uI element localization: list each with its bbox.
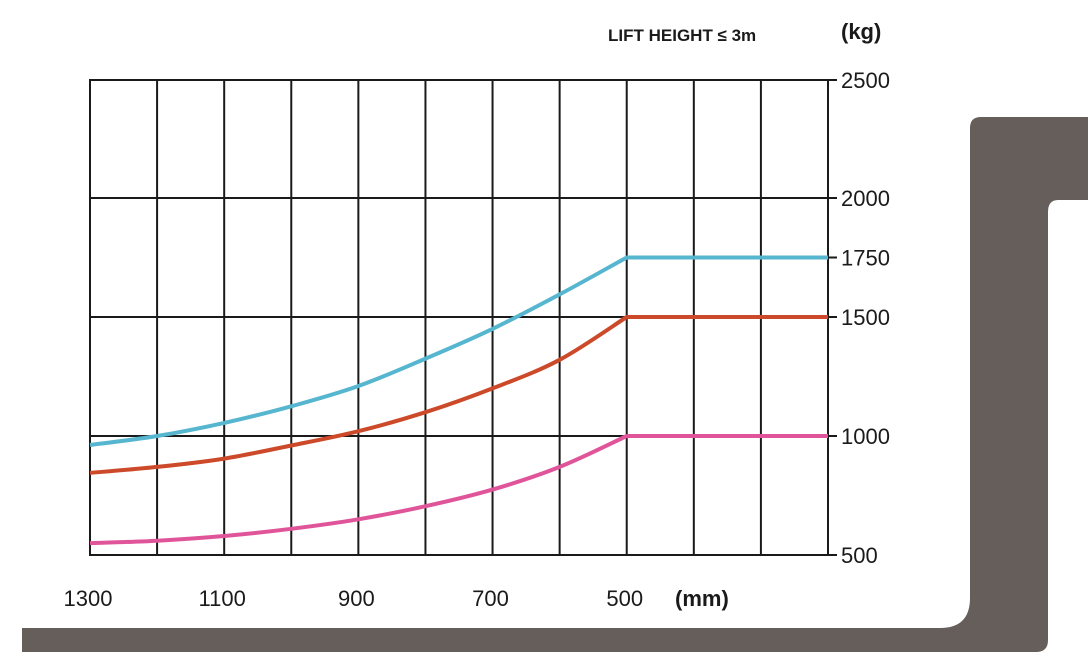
y-axis-tick-labels: 500 1000 1500 1750 2000 2500: [841, 68, 890, 568]
x-tick-label: 900: [338, 586, 375, 611]
series-line-3: [89, 434, 828, 546]
x-axis-tick-labels: 1300 1100 900 700 500: [64, 586, 644, 611]
y-tick-label: 1000: [841, 424, 890, 449]
x-tick-label: 700: [472, 586, 509, 611]
x-tick-label: 1300: [64, 586, 113, 611]
chart-title: LIFT HEIGHT ≤ 3m: [608, 26, 756, 45]
series-line-1: [89, 255, 828, 447]
chart-series: [89, 255, 828, 546]
series-line-2: [89, 315, 828, 475]
x-tick-label: 1100: [199, 586, 246, 611]
y-tick-label: 1500: [841, 305, 890, 330]
y-tick-label: 1750: [841, 246, 890, 271]
y-axis-unit-label: (kg): [841, 19, 881, 44]
y-tick-label: 500: [841, 543, 878, 568]
y-tick-label: 2500: [841, 68, 890, 93]
x-axis-unit-label: (mm): [675, 586, 729, 611]
y-tick-label: 2000: [841, 186, 890, 211]
fork-silhouette: [22, 117, 1088, 652]
x-tick-label: 500: [606, 586, 643, 611]
